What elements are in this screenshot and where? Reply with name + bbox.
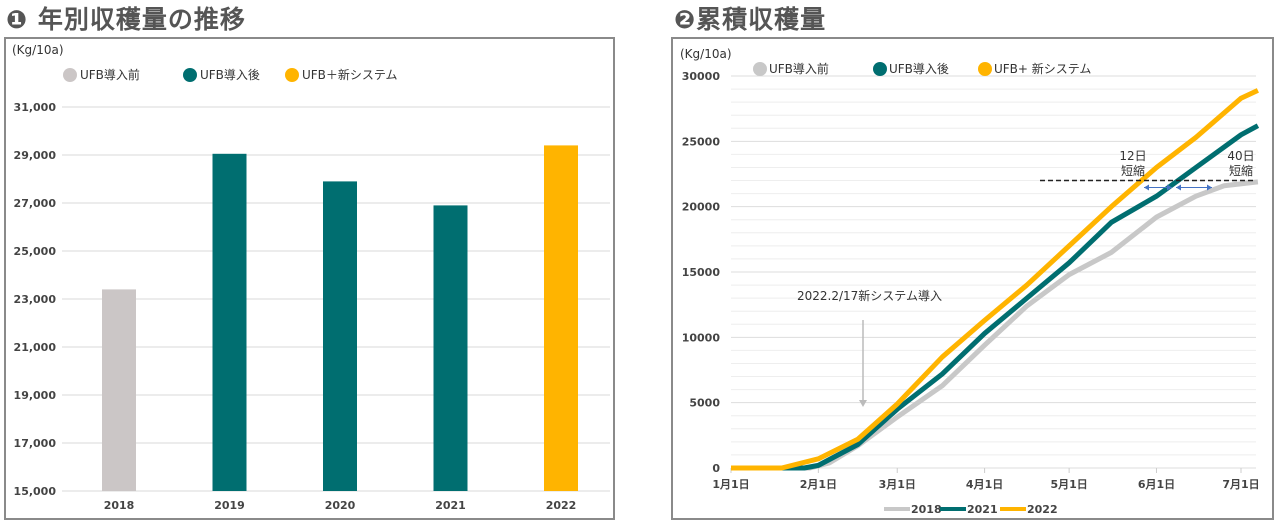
legend-marker [183,68,197,82]
y-tick-label: 21,000 [14,341,57,354]
annotation-12-shortened: 短縮 [1121,163,1145,178]
cumulative-yield-panel [671,37,1274,520]
x-tick-label: 1月1日 [712,478,749,491]
legend-label: 2022 [1027,503,1058,516]
x-tick-label: 2022 [546,499,577,512]
bar-2020 [323,181,357,491]
legend-label: UFB+ 新システム [994,61,1091,76]
arrowhead [1207,184,1212,191]
arrowhead [1176,184,1181,191]
x-tick-label: 7月1日 [1222,478,1259,491]
legend-label: UFB導入前 [769,61,829,76]
legend-label: 2021 [967,503,998,516]
series-line-2021 [731,123,1260,471]
y-tick-label: 31,000 [14,101,57,114]
y-tick-label: 25,000 [14,245,57,258]
y-tick-label: 17,000 [14,437,57,450]
legend-label: 2018 [911,503,942,516]
x-tick-label: 2021 [435,499,466,512]
y-tick-label: 30000 [682,70,721,83]
bar-2019 [212,153,247,492]
legend-label: UFB導入前 [80,67,140,82]
legend-marker [285,68,299,82]
annotation-40-shortened: 短縮 [1229,163,1253,178]
x-tick-label: 2018 [104,499,135,512]
legend-label: UFB導入後 [889,62,949,76]
legend-marker [873,62,887,76]
y-tick-label: 5000 [689,397,720,410]
y-tick-label: 0 [712,462,720,475]
y-tick-label: 29,000 [14,149,57,162]
legend-marker [63,68,77,82]
x-tick-label: 2月1日 [800,478,837,491]
y-unit-label: (Kg/10a) [680,47,732,61]
annotation-12-days: 12日 [1119,149,1146,163]
y-tick-label: 23,000 [14,293,57,306]
annotation-40-days: 40日 [1227,149,1254,163]
x-tick-label: 5月1日 [1050,478,1087,491]
left-chart-title: ❶ 年別収穫量の推移 [6,5,246,34]
bar-2022 [544,145,578,491]
series-line-2022 [731,88,1259,471]
x-tick-label: 2020 [325,499,356,512]
y-tick-label: 20000 [682,201,721,214]
legend-label: UFB＋新システム [302,67,398,82]
x-tick-label: 2019 [214,499,245,512]
y-tick-label: 27,000 [14,197,57,210]
bar-2018 [102,289,136,491]
legend-marker [978,62,992,76]
intro-annotation: 2022.2/17新システム導入 [797,288,942,303]
legend-marker [753,62,767,76]
y-tick-label: 19,000 [14,389,57,402]
annual-yield-panel [4,37,615,520]
x-tick-label: 3月1日 [879,478,916,491]
x-tick-label: 4月1日 [966,478,1003,491]
right-chart-title: ❷累積収穫量 [674,5,827,34]
bar-2021 [433,205,468,491]
y-tick-label: 15,000 [14,485,57,498]
y-tick-label: 25000 [682,135,721,148]
y-unit-label: (Kg/10a) [12,43,64,57]
arrowhead [1144,184,1149,191]
legend-label: UFB導入後 [200,68,260,82]
x-tick-label: 6月1日 [1138,478,1175,491]
series-line-2018 [731,179,1259,471]
y-tick-label: 10000 [682,331,721,344]
arrowhead [1167,184,1172,191]
y-tick-label: 15000 [682,266,721,279]
intro-arrowhead [859,400,867,407]
